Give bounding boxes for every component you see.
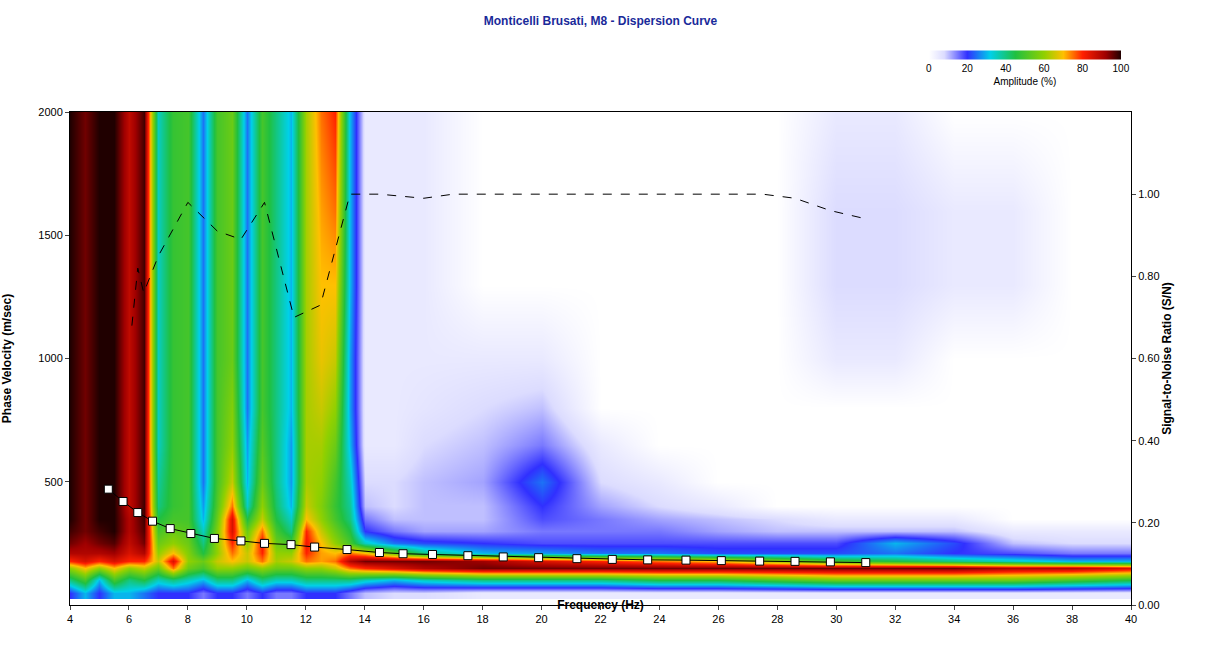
svg-text:1000: 1000 [38,352,62,364]
svg-text:1.00: 1.00 [1138,188,1159,200]
svg-text:20: 20 [962,63,974,74]
svg-text:34: 34 [948,613,960,625]
svg-text:38: 38 [1066,613,1078,625]
svg-text:0.40: 0.40 [1138,435,1159,447]
svg-text:1500: 1500 [38,229,62,241]
svg-text:32: 32 [889,613,901,625]
svg-text:0: 0 [926,63,932,74]
svg-text:Amplitude (%): Amplitude (%) [993,76,1056,87]
svg-text:6: 6 [126,613,132,625]
svg-text:16: 16 [418,613,430,625]
svg-text:Signal-to-Noise Ratio (S/N): Signal-to-Noise Ratio (S/N) [1160,282,1174,435]
svg-text:40: 40 [1000,63,1012,74]
svg-text:36: 36 [1007,613,1019,625]
svg-text:0.60: 0.60 [1138,352,1159,364]
svg-text:0.20: 0.20 [1138,517,1159,529]
svg-text:14: 14 [359,613,371,625]
svg-text:0.80: 0.80 [1138,270,1159,282]
svg-text:26: 26 [712,613,724,625]
svg-text:18: 18 [476,613,488,625]
svg-text:20: 20 [535,613,547,625]
svg-text:24: 24 [653,613,665,625]
svg-text:2000: 2000 [38,106,62,118]
svg-text:12: 12 [300,613,312,625]
svg-text:22: 22 [594,613,606,625]
svg-text:Frequency (Hz): Frequency (Hz) [557,598,644,612]
svg-text:100: 100 [1113,63,1130,74]
svg-text:60: 60 [1039,63,1051,74]
svg-text:500: 500 [44,476,62,488]
svg-text:4: 4 [67,613,73,625]
svg-text:28: 28 [771,613,783,625]
svg-text:40: 40 [1125,613,1137,625]
svg-text:Monticelli Brusati, M8 - Dispe: Monticelli Brusati, M8 - Dispersion Curv… [484,14,718,28]
svg-text:10: 10 [241,613,253,625]
svg-text:Phase Velocity (m/sec): Phase Velocity (m/sec) [0,294,14,423]
svg-text:0.00: 0.00 [1138,599,1159,611]
svg-text:80: 80 [1077,63,1089,74]
svg-text:30: 30 [830,613,842,625]
svg-text:8: 8 [185,613,191,625]
